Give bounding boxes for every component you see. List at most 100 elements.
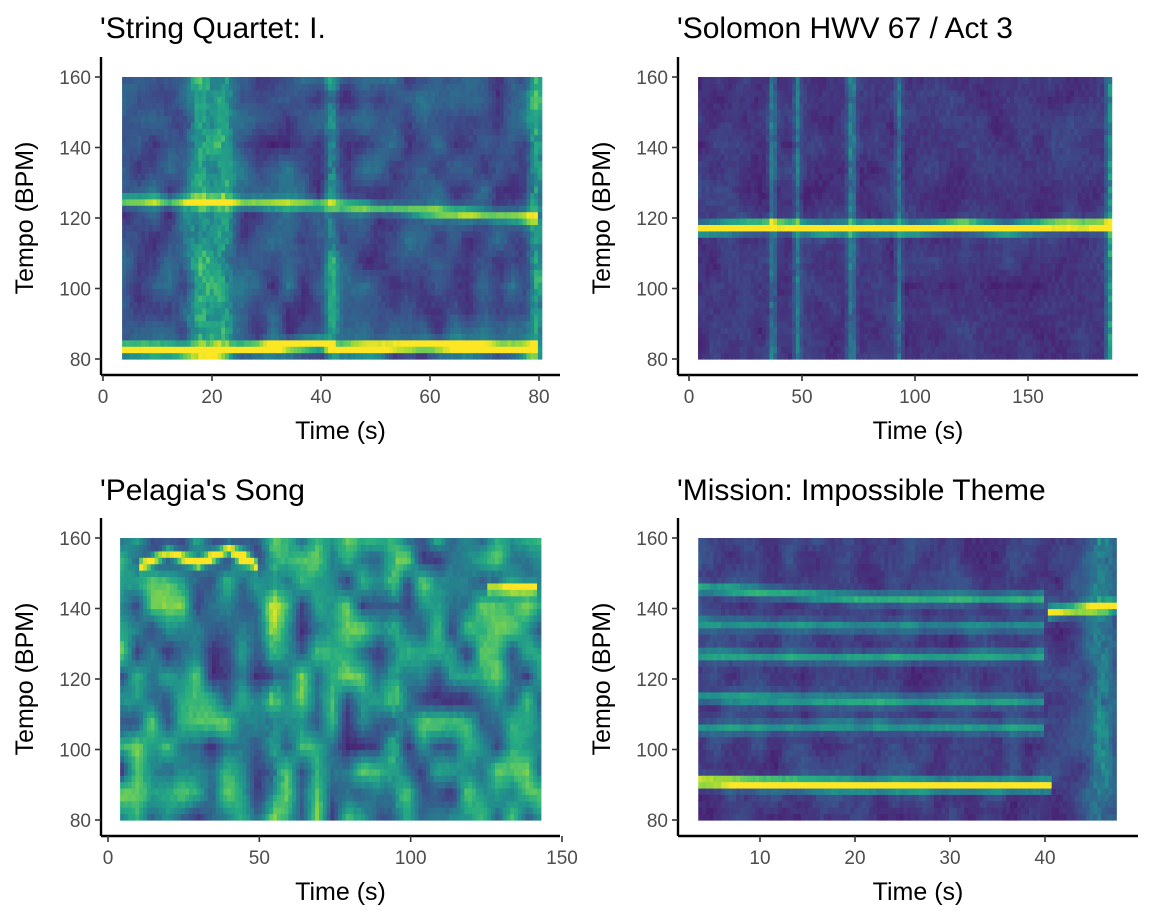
heatmap-cell: [324, 180, 328, 187]
heatmap-cell: [248, 128, 252, 135]
heatmap-cell: [488, 109, 492, 116]
heatmap-cell: [336, 289, 340, 296]
heatmap-cell: [351, 205, 355, 212]
heatmap-cell: [172, 250, 176, 257]
heatmap-cell: [240, 289, 244, 296]
heatmap-cell: [248, 186, 252, 193]
heatmap-cell: [431, 295, 435, 302]
heatmap-cell: [500, 218, 504, 225]
heatmap-cell: [233, 115, 237, 122]
heatmap-cell: [206, 224, 210, 231]
heatmap-cell: [145, 250, 149, 257]
heatmap-cell: [320, 295, 324, 302]
heatmap-cell: [698, 109, 702, 116]
heatmap-cell: [134, 295, 138, 302]
heatmap-cell: [427, 301, 431, 308]
heatmap-cell: [175, 122, 179, 129]
heatmap-cell: [427, 103, 431, 110]
heatmap-cell: [217, 148, 221, 155]
heatmap-cell: [214, 353, 218, 360]
heatmap-cell: [130, 269, 134, 276]
heatmap-cell: [477, 295, 481, 302]
heatmap-cell: [198, 96, 202, 103]
heatmap-cell: [408, 212, 412, 219]
heatmap-cell: [168, 263, 172, 270]
heatmap-cell: [698, 96, 702, 103]
heatmap-cell: [160, 186, 164, 193]
heatmap-cell: [496, 237, 500, 244]
heatmap-cell: [523, 353, 527, 360]
heatmap-cell: [126, 250, 130, 257]
heatmap-cell: [412, 103, 416, 110]
heatmap-cell: [385, 256, 389, 263]
heatmap-cell: [237, 141, 241, 148]
heatmap-cell: [252, 96, 256, 103]
heatmap-cell: [309, 263, 313, 270]
heatmap-cell: [240, 301, 244, 308]
heatmap-cell: [507, 160, 511, 167]
heatmap-cell: [145, 256, 149, 263]
heatmap-cell: [237, 321, 241, 328]
heatmap-cell: [492, 301, 496, 308]
heatmap-cell: [198, 237, 202, 244]
heatmap-cell: [137, 160, 141, 167]
heatmap-cell: [324, 224, 328, 231]
heatmap-cell: [168, 308, 172, 315]
heatmap-cell: [225, 308, 229, 315]
heatmap-cell: [404, 160, 408, 167]
heatmap-cell: [450, 327, 454, 334]
heatmap-cell: [420, 148, 424, 155]
heatmap-cell: [126, 199, 130, 206]
heatmap-cell: [454, 295, 458, 302]
heatmap-cell: [294, 314, 298, 321]
heatmap-cell: [175, 218, 179, 225]
heatmap-cell: [301, 321, 305, 328]
heatmap-cell: [435, 103, 439, 110]
heatmap-cell: [343, 128, 347, 135]
heatmap-cell: [149, 269, 153, 276]
heatmap-cell: [340, 167, 344, 174]
heatmap-cell: [317, 160, 321, 167]
heatmap-cell: [423, 135, 427, 142]
heatmap-cell: [511, 218, 515, 225]
heatmap-cell: [313, 321, 317, 328]
heatmap-cell: [446, 250, 450, 257]
heatmap-cell: [156, 212, 160, 219]
heatmap-cell: [485, 128, 489, 135]
heatmap-cell: [435, 83, 439, 90]
heatmap-cell: [378, 353, 382, 360]
heatmap-cell: [172, 282, 176, 289]
heatmap-cell: [278, 167, 282, 174]
heatmap-cell: [507, 141, 511, 148]
heatmap-cell: [698, 237, 702, 244]
heatmap-cell: [530, 103, 534, 110]
heatmap-cell: [492, 115, 496, 122]
heatmap-cell: [458, 154, 462, 161]
heatmap-cell: [145, 353, 149, 360]
heatmap-cell: [237, 83, 241, 90]
heatmap-cell: [328, 333, 332, 340]
heatmap-cell: [343, 212, 347, 219]
heatmap-cell: [488, 237, 492, 244]
heatmap-cell: [465, 154, 469, 161]
heatmap-cell: [515, 224, 519, 231]
heatmap-cell: [187, 276, 191, 283]
heatmap-cell: [706, 314, 710, 321]
heatmap-cell: [488, 90, 492, 97]
heatmap-cell: [282, 218, 286, 225]
heatmap-cell: [187, 77, 191, 84]
heatmap-cell: [271, 321, 275, 328]
heatmap-cell: [244, 250, 248, 257]
heatmap-cell: [271, 141, 275, 148]
heatmap-cell: [278, 321, 282, 328]
heatmap-cell: [359, 192, 363, 199]
heatmap-cell: [515, 295, 519, 302]
heatmap-cell: [355, 90, 359, 97]
heatmap-cell: [278, 263, 282, 270]
heatmap-cell: [263, 321, 267, 328]
heatmap-cell: [191, 148, 195, 155]
heatmap-cell: [477, 109, 481, 116]
heatmap-cell: [378, 205, 382, 212]
heatmap-cell: [244, 148, 248, 155]
heatmap-cell: [446, 103, 450, 110]
